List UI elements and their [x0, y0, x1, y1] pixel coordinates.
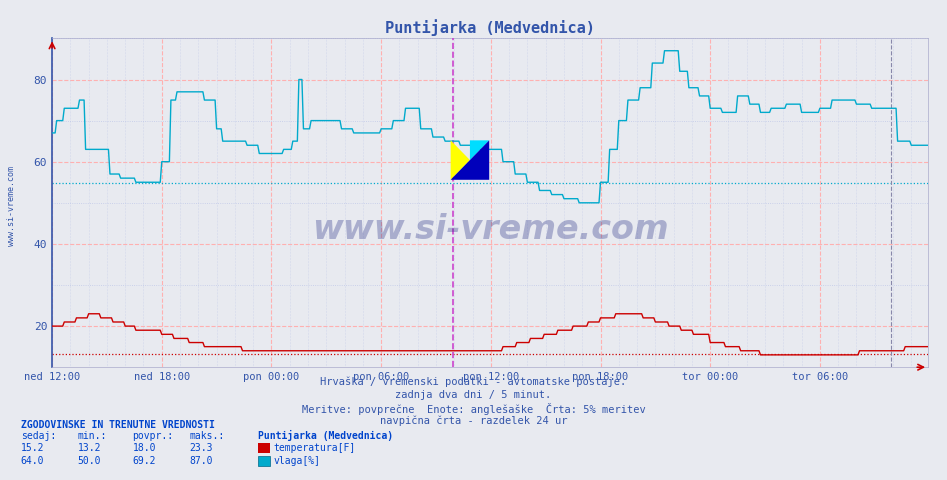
- Text: 69.2: 69.2: [133, 456, 156, 466]
- Text: povpr.:: povpr.:: [133, 431, 173, 441]
- Polygon shape: [451, 140, 490, 180]
- Text: Puntijarka (Medvednica): Puntijarka (Medvednica): [258, 430, 393, 441]
- Text: min.:: min.:: [78, 431, 107, 441]
- Text: Meritve: povprečne  Enote: anglešaške  Črta: 5% meritev: Meritve: povprečne Enote: anglešaške Črt…: [302, 403, 645, 415]
- Text: vlaga[%]: vlaga[%]: [274, 456, 321, 466]
- Text: 18.0: 18.0: [133, 443, 156, 453]
- Text: sedaj:: sedaj:: [21, 431, 56, 441]
- Text: 50.0: 50.0: [78, 456, 101, 466]
- Polygon shape: [470, 140, 490, 160]
- Text: navpična črta - razdelek 24 ur: navpična črta - razdelek 24 ur: [380, 416, 567, 426]
- Text: ZGODOVINSKE IN TRENUTNE VREDNOSTI: ZGODOVINSKE IN TRENUTNE VREDNOSTI: [21, 420, 215, 430]
- Text: maks.:: maks.:: [189, 431, 224, 441]
- Text: 15.2: 15.2: [21, 443, 45, 453]
- Text: Hrvaška / vremenski podatki - avtomatske postaje.: Hrvaška / vremenski podatki - avtomatske…: [320, 377, 627, 387]
- Text: 23.3: 23.3: [189, 443, 213, 453]
- Text: 87.0: 87.0: [189, 456, 213, 466]
- Text: www.si-vreme.com: www.si-vreme.com: [312, 213, 669, 246]
- Text: zadnja dva dni / 5 minut.: zadnja dva dni / 5 minut.: [396, 390, 551, 400]
- Title: Puntijarka (Medvednica): Puntijarka (Medvednica): [385, 19, 595, 36]
- Text: www.si-vreme.com: www.si-vreme.com: [7, 167, 16, 246]
- Polygon shape: [451, 140, 470, 180]
- Text: temperatura[F]: temperatura[F]: [274, 443, 356, 453]
- Text: 64.0: 64.0: [21, 456, 45, 466]
- Text: 13.2: 13.2: [78, 443, 101, 453]
